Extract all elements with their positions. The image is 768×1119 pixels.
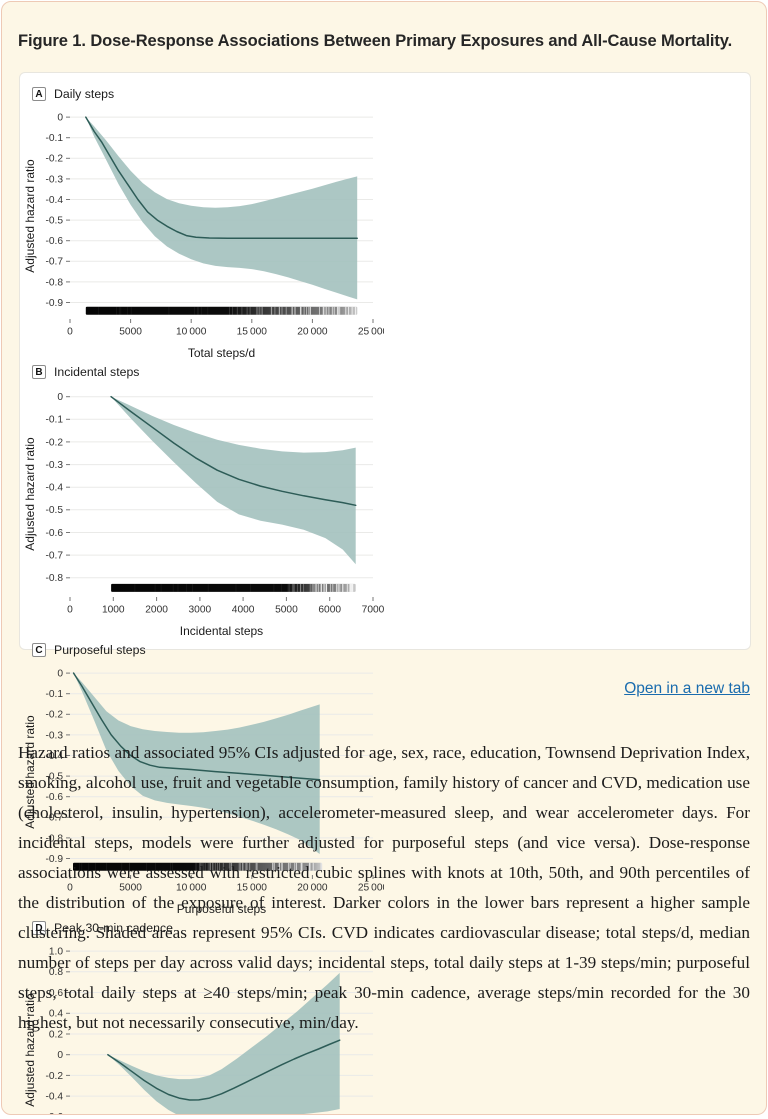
svg-text:-0.1: -0.1 [45,133,63,144]
svg-text:-0.2: -0.2 [45,710,63,721]
svg-text:Incidental steps: Incidental steps [180,624,263,638]
svg-text:-0.6: -0.6 [45,236,63,247]
svg-text:-0.5: -0.5 [45,772,63,783]
svg-text:20 000: 20 000 [297,883,328,894]
svg-text:15 000: 15 000 [237,883,268,894]
svg-text:-0.4: -0.4 [45,483,63,494]
svg-text:20 000: 20 000 [297,327,328,338]
svg-text:-0.9: -0.9 [45,298,63,309]
svg-text:-0.6: -0.6 [45,1112,63,1115]
panel-a-header: A Daily steps [32,85,386,103]
svg-text:-0.6: -0.6 [45,528,63,539]
svg-text:Total steps/d: Total steps/d [188,346,255,360]
svg-text:-0.8: -0.8 [45,277,63,288]
svg-text:-0.5: -0.5 [45,216,63,227]
svg-text:5000: 5000 [119,327,142,338]
svg-text:10 000: 10 000 [176,327,207,338]
panel-b-title: Incidental steps [54,365,140,379]
svg-text:0.8: 0.8 [49,967,63,978]
figure-image: A Daily steps 0 -0.1 -0.2 -0.3 -0.4 -0.5 -0.6 -… [19,72,751,1114]
svg-text:-0.1: -0.1 [45,415,63,426]
svg-text:-0.3: -0.3 [45,174,63,185]
svg-text:-0.7: -0.7 [45,813,63,824]
svg-text:-0.3: -0.3 [45,460,63,471]
panel-c-header: C Purposeful steps [32,641,386,659]
svg-text:4000: 4000 [232,605,255,616]
panel-d: D Peak 30-min cadence 1.0 0.8 0.6 0.4 0.2 0 -0… [24,917,386,1115]
figure-caption: Hazard ratios and associated 95% CIs adj… [18,743,750,1032]
figure-title: Figure 1. Dose-Response Associations Bet… [18,32,733,50]
panel-d-title: Peak 30-min cadence [54,921,173,935]
svg-text:-0.8: -0.8 [45,573,63,584]
svg-text:Adjusted hazard ratio: Adjusted hazard ratio [24,715,37,829]
svg-text:-0.3: -0.3 [45,730,63,741]
svg-text:0.6: 0.6 [49,988,63,999]
svg-text:-0.1: -0.1 [45,689,63,700]
svg-text:-0.2: -0.2 [45,437,63,448]
svg-text:0: 0 [57,669,63,680]
panel-d-header: D Peak 30-min cadence [32,919,386,937]
svg-text:7000: 7000 [362,605,384,616]
svg-text:3000: 3000 [189,605,212,616]
panel-a-title: Daily steps [54,87,115,101]
svg-text:25 000: 25 000 [358,327,384,338]
svg-text:-0.9: -0.9 [45,854,63,865]
svg-text:Adjusted hazard ratio: Adjusted hazard ratio [24,993,37,1107]
svg-text:-0.2: -0.2 [45,1071,63,1082]
svg-text:-0.4: -0.4 [45,751,63,762]
svg-text:0: 0 [57,113,63,124]
svg-text:5000: 5000 [275,605,298,616]
panel-b: B Incidental steps 0 -0.1 -0.2 -0.3 -0.4 -0.5… [24,361,386,639]
svg-text:10 000: 10 000 [176,883,207,894]
svg-text:0: 0 [57,1050,63,1061]
svg-text:-0.7: -0.7 [45,257,63,268]
panel-a-letter-badge: A [32,87,46,101]
svg-text:-0.6: -0.6 [45,792,63,803]
panel-a: A Daily steps 0 -0.1 -0.2 -0.3 -0.4 -0.5 -0.6 -… [24,83,386,361]
svg-text:-0.8: -0.8 [45,833,63,844]
open-link-row: Open in a new tab [18,680,750,698]
panel-b-letter-badge: B [32,365,46,379]
panel-d-letter-badge: D [32,921,46,935]
panel-b-chart: 0 -0.1 -0.2 -0.3 -0.4 -0.5 -0.6 -0.7 -0.8 0 1000 20… [24,392,384,638]
svg-text:Adjusted hazard ratio: Adjusted hazard ratio [24,437,37,551]
svg-text:-0.2: -0.2 [45,154,63,165]
svg-text:-0.5: -0.5 [45,505,63,516]
svg-text:-0.4: -0.4 [45,195,63,206]
svg-text:Adjusted hazard ratio: Adjusted hazard ratio [24,159,37,273]
svg-text:0.4: 0.4 [49,1009,63,1020]
panel-b-header: B Incidental steps [32,363,386,381]
panel-c-letter-badge: C [32,643,46,657]
svg-text:0.2: 0.2 [49,1029,63,1040]
svg-text:-0.7: -0.7 [45,551,63,562]
svg-text:6000: 6000 [318,605,341,616]
panel-c-title: Purposeful steps [54,643,146,657]
svg-text:0: 0 [57,392,63,403]
svg-text:5000: 5000 [119,883,142,894]
svg-text:1.0: 1.0 [49,947,63,958]
svg-text:25 000: 25 000 [358,883,384,894]
svg-text:1000: 1000 [102,605,125,616]
svg-text:-0.4: -0.4 [45,1091,63,1102]
panel-d-chart: 1.00.80.60.40.20-0.2-0.4-0.6-0.805010015… [24,947,373,1115]
svg-text:0: 0 [67,605,73,616]
panel-a-chart: 0 -0.1 -0.2 -0.3 -0.4 -0.5 -0.6 -0.7 -0.8 -0.9 0 50… [24,113,384,360]
svg-text:15 000: 15 000 [237,327,268,338]
svg-text:0: 0 [67,327,73,338]
open-new-tab-link[interactable]: Open in a new tab [624,680,750,697]
panel-c-chart: 0 -0.1 -0.2 -0.3 -0.4 -0.5 -0.6 -0.7 -0.8 -0.9 0 50… [24,669,384,916]
svg-text:2000: 2000 [145,605,168,616]
panel-c: C Purposeful steps 0 -0.1 -0.2 -0.3 -0.4 -0.5… [24,639,386,917]
svg-text:0: 0 [67,883,73,894]
svg-text:Purposeful steps: Purposeful steps [177,902,266,916]
